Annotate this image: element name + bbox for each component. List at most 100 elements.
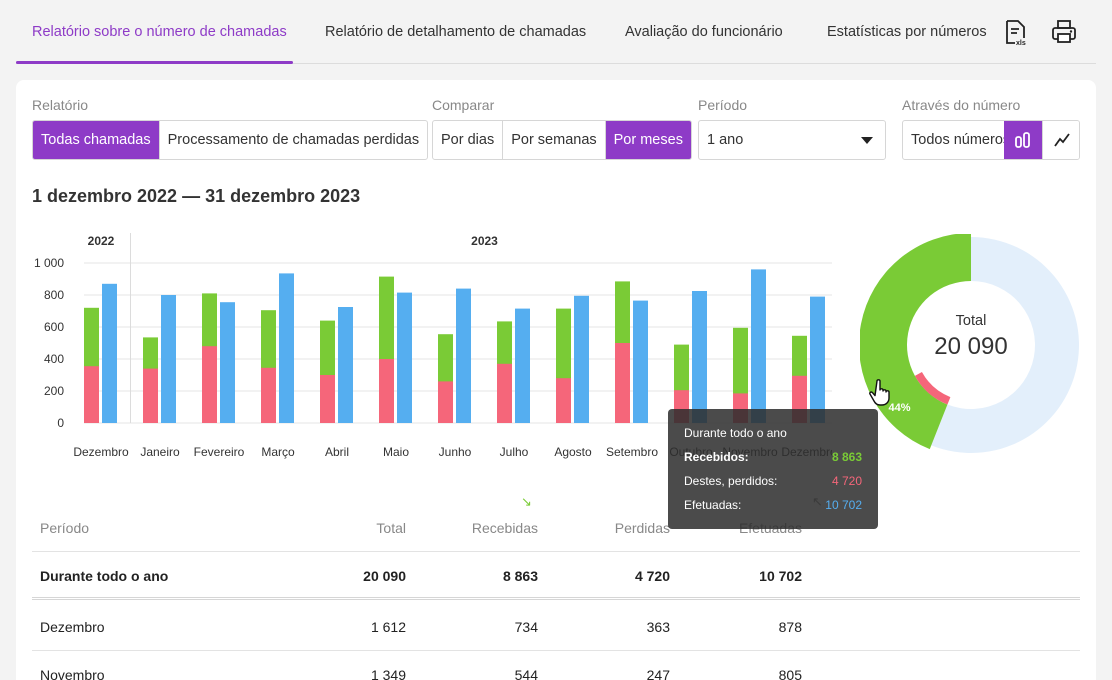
number-label: Através do número (902, 97, 1021, 113)
number-select: Todos números (902, 120, 1080, 160)
bar-lost (320, 375, 335, 423)
y-tick-label: 1 000 (34, 256, 64, 270)
tab-number-statistics[interactable]: Estatísticas por números (827, 24, 987, 40)
bar-made (633, 300, 648, 423)
caret-down-icon (861, 137, 873, 144)
printer-icon[interactable] (1050, 18, 1078, 46)
table-row[interactable]: Novembro 1 349 544 247 805 (32, 651, 1080, 680)
bar-lost (556, 378, 571, 423)
tooltip-lost-label: Destes, perdidos: (684, 474, 778, 488)
donut-lost-segment (914, 371, 951, 405)
tab-call-details-report[interactable]: Relatório de detalhamento de chamadas (325, 24, 587, 40)
bar-made (397, 292, 412, 423)
x-tick-label: Março (261, 445, 295, 459)
tooltip-made-label: Efetuadas: (684, 498, 742, 512)
bar-lost (84, 366, 99, 423)
donut-total-value: 20 090 (934, 333, 1008, 360)
period-select[interactable]: 1 ano (698, 120, 886, 160)
chart-tooltip: Durante todo o ano Recebidos: 8 863 Dest… (668, 409, 878, 529)
bar-lost (497, 363, 512, 423)
xls-file-icon[interactable]: xls (1002, 18, 1030, 47)
line-chart-icon (1053, 133, 1070, 147)
row-made: 805 (778, 667, 802, 680)
tooltip-title: Durante todo o ano (684, 426, 787, 440)
date-range-title: 1 dezembro 2022 — 31 dezembro 2023 (32, 186, 361, 206)
xls-label: xls (1016, 40, 1026, 46)
column-total[interactable]: Total (376, 520, 406, 536)
line-chart-view-button[interactable] (1042, 121, 1079, 159)
x-tick-label: Janeiro (140, 445, 180, 459)
x-tick-label: Abril (325, 445, 349, 459)
by-weeks-button[interactable]: Por semanas (503, 121, 606, 159)
by-days-button[interactable]: Por dias (433, 121, 504, 159)
by-months-button[interactable]: Por meses (605, 121, 691, 159)
missed-calls-processing-button[interactable]: Processamento de chamadas perdidas (167, 132, 420, 148)
bar-lost (261, 367, 276, 423)
number-value[interactable]: Todos números (911, 132, 1011, 148)
column-received[interactable]: Recebidas (471, 520, 538, 536)
bar-made (456, 288, 471, 423)
tooltip-made-value: 10 702 (825, 498, 862, 512)
compare-switch: Por dias Por semanas Por meses (432, 120, 692, 160)
bar-made (338, 307, 353, 423)
bar-made (692, 291, 707, 423)
bar-lost (379, 359, 394, 423)
total-row-total: 20 090 (363, 568, 406, 584)
total-row-received: 8 863 (502, 568, 538, 584)
period-label: Período (698, 97, 748, 113)
row-total: 1 349 (370, 667, 406, 680)
donut-made-segment (931, 237, 1079, 453)
bar-lost (143, 368, 158, 423)
report-type-switch: Todas chamadas Processamento de chamadas… (32, 120, 429, 160)
hand-pointer-icon (868, 378, 894, 413)
x-tick-label: Maio (383, 445, 409, 459)
tooltip-received-label: Recebidos: (684, 450, 749, 464)
bar-made (102, 283, 117, 423)
tooltip-received-value: 8 863 (831, 450, 862, 464)
column-lost[interactable]: Perdidas (614, 520, 670, 536)
x-tick-label: Fevereiro (194, 445, 245, 459)
table-total-row: Durante todo o ano 20 090 8 863 4 720 10… (32, 552, 1080, 600)
column-period[interactable]: Período (40, 520, 90, 536)
y-tick-label: 200 (44, 384, 64, 398)
x-tick-label: Setembro (606, 445, 658, 459)
active-tab-underline (16, 61, 293, 64)
row-made: 878 (778, 619, 802, 635)
y-tick-label: 0 (57, 416, 64, 430)
row-lost: 247 (646, 667, 670, 680)
bar-made (220, 302, 235, 423)
year-label: 2022 (88, 234, 115, 248)
bar-made (279, 273, 294, 423)
report-label: Relatório (32, 97, 89, 113)
donut-total-label: Total (955, 313, 987, 329)
made-percent-label: 56% (1061, 434, 1084, 447)
row-total: 1 612 (370, 619, 406, 635)
bar-made (161, 295, 176, 423)
tab-calls-count-report[interactable]: Relatório sobre o número de chamadas (32, 24, 287, 40)
bar-lost (438, 381, 453, 423)
report-tabs: Relatório sobre o número de chamadas Rel… (16, 0, 1096, 64)
bar-made (574, 295, 589, 423)
report-card: Relatório Todas chamadas Processamento d… (16, 80, 1096, 680)
year-label: 2023 (471, 234, 498, 248)
tooltip-lost-value: 4 720 (831, 474, 862, 488)
period-value: 1 ano (707, 132, 744, 148)
row-lost: 363 (646, 619, 670, 635)
total-row-made: 10 702 (759, 568, 802, 584)
bar-made (810, 296, 825, 423)
all-calls-button[interactable]: Todas chamadas (33, 121, 160, 159)
x-tick-label: Agosto (554, 445, 592, 459)
row-period: Novembro (40, 667, 105, 680)
bar-made (515, 308, 530, 423)
bar-made (751, 269, 766, 423)
bar-chart-view-button[interactable] (1004, 121, 1042, 159)
table-row[interactable]: Dezembro 1 612 734 363 878 (32, 603, 1080, 651)
row-period: Dezembro (40, 619, 105, 635)
tab-employee-rating[interactable]: Avaliação do funcionário (625, 24, 783, 40)
bar-chart-icon (1015, 132, 1030, 148)
y-tick-label: 800 (44, 288, 64, 302)
total-row-period: Durante todo o ano (40, 568, 169, 584)
compare-label: Comparar (432, 97, 495, 113)
row-received: 734 (514, 619, 538, 635)
arrow-down-right-icon: ↘ (521, 494, 532, 509)
